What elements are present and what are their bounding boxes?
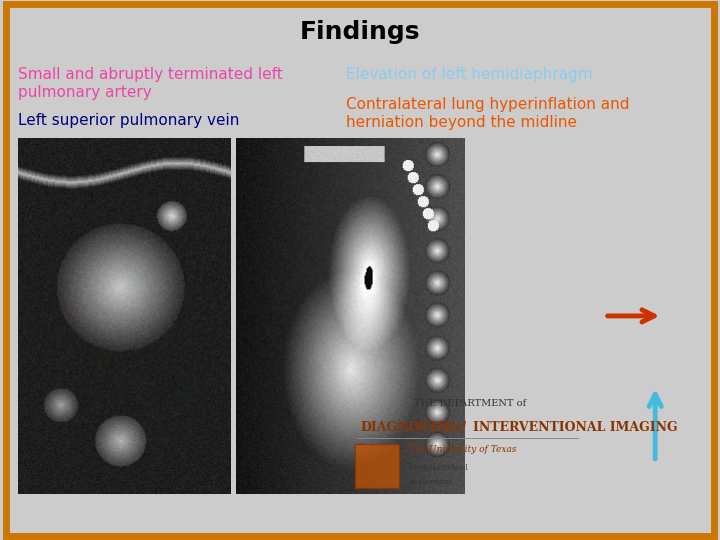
Text: at Houston: at Houston <box>409 478 451 486</box>
Text: Findings: Findings <box>300 21 420 44</box>
Text: THE DEPARTMENT of: THE DEPARTMENT of <box>414 399 526 408</box>
Text: Elevation of left hemidiaphragm: Elevation of left hemidiaphragm <box>346 68 593 83</box>
Text: Left superior pulmonary vein: Left superior pulmonary vein <box>18 113 239 129</box>
Bar <box>356 444 400 488</box>
Text: Contralateral lung hyperinflation and
herniation beyond the midline: Contralateral lung hyperinflation and he… <box>346 97 629 130</box>
Text: Small and abruptly terminated left
pulmonary artery: Small and abruptly terminated left pulmo… <box>18 68 283 100</box>
Text: and: and <box>444 421 467 434</box>
Text: Medical School: Medical School <box>409 464 468 472</box>
Text: DIAGNOSTIC: DIAGNOSTIC <box>360 421 454 434</box>
Text: The University of Texas: The University of Texas <box>409 446 517 455</box>
Text: INTERVENTIONAL IMAGING: INTERVENTIONAL IMAGING <box>473 421 678 434</box>
